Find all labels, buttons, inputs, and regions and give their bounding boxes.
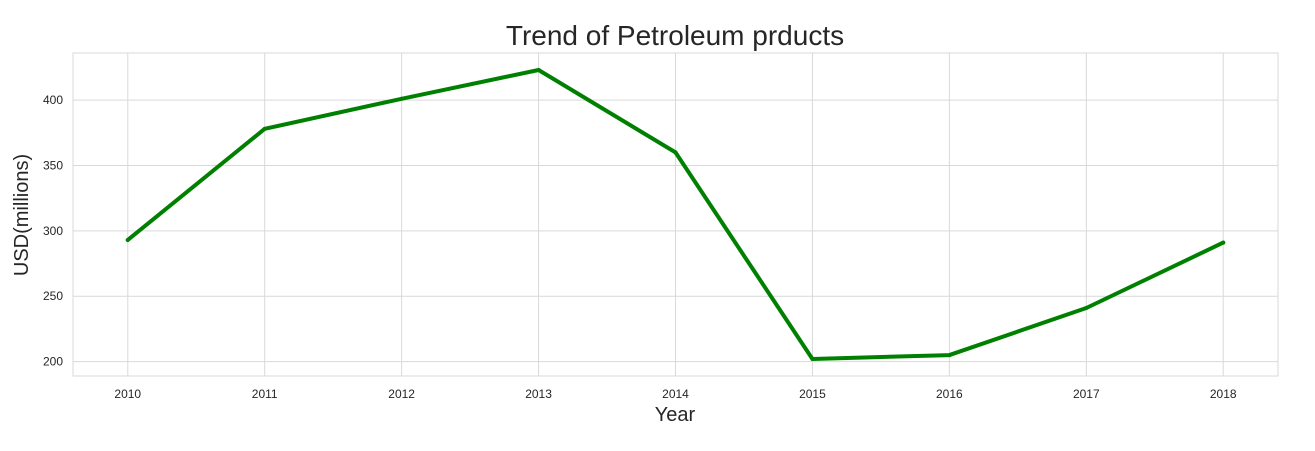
y-tick-label: 250 [43,289,63,303]
y-tick-labels: 200 250 300 350 400 [43,93,63,369]
data-point [125,238,130,242]
data-point [810,357,815,361]
data-point [1221,240,1226,245]
x-tick-label: 2012 [388,387,415,401]
y-tick-label: 350 [43,158,63,172]
y-tick-label: 300 [43,224,63,238]
data-point [1084,306,1089,310]
y-axis-label: USD(millions) [11,154,33,276]
data-point [399,96,404,101]
x-tick-label: 2014 [662,387,689,401]
data-point [262,126,267,131]
x-tick-label: 2018 [1210,387,1237,401]
x-tick-label: 2011 [252,387,278,401]
x-tick-label: 2015 [799,387,826,401]
data-point [673,150,678,155]
x-tick-labels: 2010 2011 2012 2013 2014 2015 2016 2017 2018 [114,387,1236,401]
x-tick-label: 2016 [936,387,963,401]
plot-frame [72,52,1279,377]
data-point [536,68,541,72]
chart-title: Trend of Petroleum prducts [506,20,844,51]
series-group [125,68,1226,361]
y-tick-label: 400 [43,93,63,107]
data-point [947,353,952,358]
x-axis-label: Year [655,404,696,426]
y-tick-label: 200 [43,355,63,369]
grid-lines [73,53,1278,376]
x-tick-label: 2013 [525,387,552,401]
x-tick-label: 2017 [1073,387,1100,401]
x-tick-label: 2010 [114,387,141,401]
